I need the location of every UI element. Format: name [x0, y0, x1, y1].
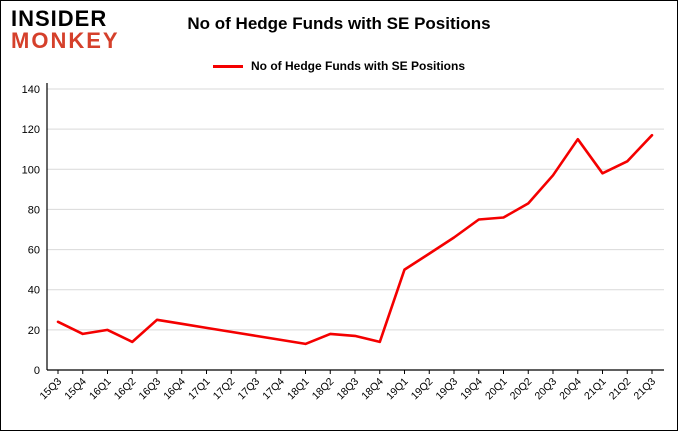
svg-text:20Q2: 20Q2 [508, 376, 535, 403]
svg-text:19Q3: 19Q3 [433, 376, 460, 403]
svg-text:17Q4: 17Q4 [260, 376, 287, 403]
svg-text:19Q2: 19Q2 [409, 376, 436, 403]
svg-text:17Q1: 17Q1 [186, 376, 213, 403]
svg-text:16Q3: 16Q3 [136, 376, 163, 403]
svg-text:21Q3: 21Q3 [631, 376, 658, 403]
svg-text:15Q3: 15Q3 [37, 376, 64, 403]
svg-text:19Q1: 19Q1 [384, 376, 411, 403]
legend-line-marker-icon [212, 64, 243, 68]
chart-legend: No of Hedge Funds with SE Positions [1, 59, 677, 73]
svg-text:17Q2: 17Q2 [211, 376, 238, 403]
svg-text:40: 40 [28, 285, 40, 297]
svg-text:60: 60 [28, 245, 40, 257]
svg-text:120: 120 [22, 124, 40, 136]
svg-text:18Q4: 18Q4 [359, 376, 386, 403]
svg-text:20Q3: 20Q3 [532, 376, 559, 403]
svg-text:17Q3: 17Q3 [235, 376, 262, 403]
axes [46, 83, 664, 371]
svg-text:20: 20 [28, 325, 40, 337]
svg-text:80: 80 [28, 204, 40, 216]
insider-monkey-logo: INSIDER MONKEY [11, 8, 120, 52]
svg-text:15Q4: 15Q4 [62, 376, 89, 403]
svg-text:19Q4: 19Q4 [458, 376, 485, 403]
series-line [56, 133, 654, 346]
svg-text:0: 0 [34, 365, 40, 377]
svg-text:21Q2: 21Q2 [607, 376, 634, 403]
legend-label: No of Hedge Funds with SE Positions [250, 59, 465, 73]
gridlines [47, 88, 664, 331]
chart-title: No of Hedge Funds with SE Positions [187, 14, 491, 33]
svg-text:16Q2: 16Q2 [112, 376, 139, 403]
svg-text:100: 100 [22, 164, 40, 176]
svg-text:21Q1: 21Q1 [582, 376, 609, 403]
logo-text-insider: INSIDER [11, 6, 108, 31]
svg-text:140: 140 [22, 84, 40, 96]
svg-text:16Q4: 16Q4 [161, 376, 188, 403]
y-axis-tick-labels: 0 20 40 60 80 100 120 140 [22, 84, 40, 377]
x-axis-tick-labels: 15Q315Q416Q116Q216Q316Q417Q117Q217Q317Q4… [37, 370, 658, 402]
svg-text:20Q4: 20Q4 [557, 376, 584, 403]
svg-text:18Q3: 18Q3 [334, 376, 361, 403]
svg-text:16Q1: 16Q1 [87, 376, 114, 403]
svg-text:18Q1: 18Q1 [285, 376, 312, 403]
svg-text:18Q2: 18Q2 [310, 376, 337, 403]
logo-text-monkey: MONKEY [11, 28, 120, 53]
svg-text:20Q1: 20Q1 [483, 376, 510, 403]
